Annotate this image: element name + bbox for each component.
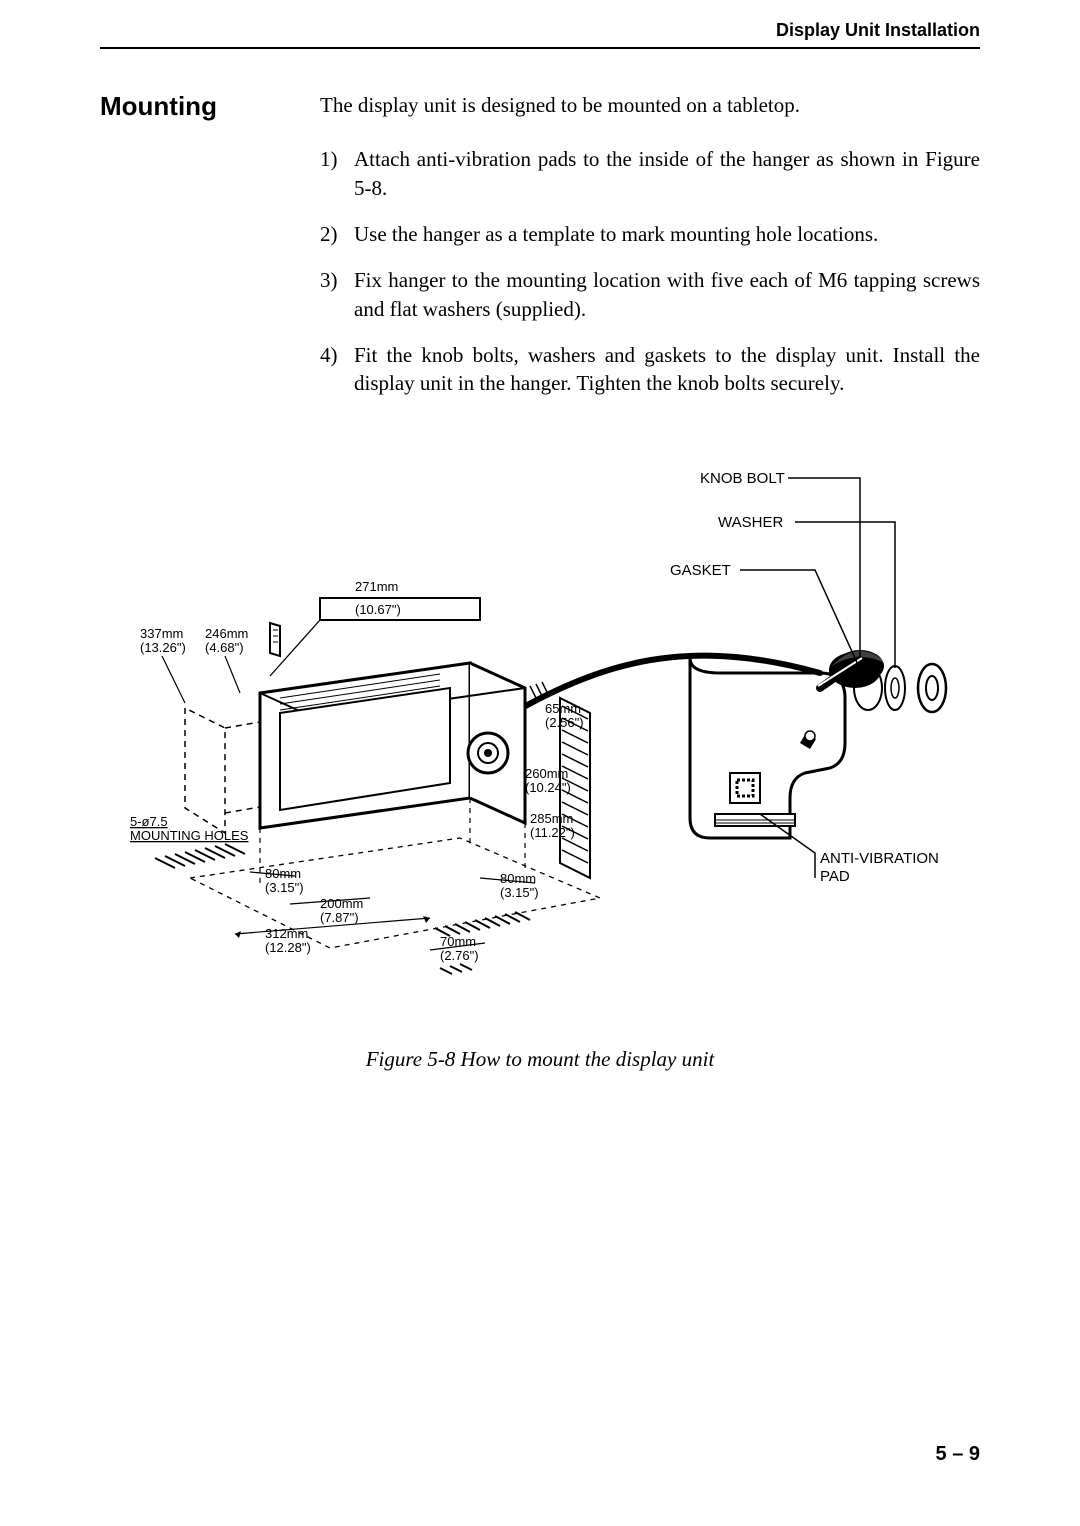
callout-anti-vibration-pad: PAD [820,868,850,885]
running-head: Display Unit Installation [100,20,980,49]
callout-knob-bolt: KNOB BOLT [700,470,785,487]
dim-mounting-holes-top: 5-ø7.5 [130,814,168,829]
dim-285mm: 285mm [530,811,573,826]
dim-337mm: 337mm [140,626,183,641]
step-list: Attach anti-vibration pads to the inside… [320,145,980,397]
dim-80bmm: 80mm [500,871,536,886]
section-title: Display Unit Installation [776,20,980,40]
dim-246in: (4.68") [205,640,244,655]
content-block: Mounting The display unit is designed to… [100,91,980,416]
dim-65in: (2.56") [545,715,584,730]
dim-337in: (13.26") [140,640,186,655]
figure-block: KNOB BOLT WASHER GASKET ANTI-VIBRATION P… [100,448,980,1072]
step-item: Fix hanger to the mounting location with… [320,266,980,323]
callout-mounting-holes: MOUNTING HOLES [130,828,249,843]
callout-gasket: GASKET [670,562,731,579]
callout-washer: WASHER [718,514,783,531]
figure-illustration: KNOB BOLT WASHER GASKET ANTI-VIBRATION P… [100,448,980,1008]
dim-80in: (3.15") [265,880,304,895]
page-number: 5 – 9 [936,1443,980,1466]
step-item: Fit the knob bolts, washers and gaskets … [320,341,980,398]
dim-285in: (11.22") [530,825,575,840]
dim-65mm: 65mm [545,701,581,716]
dim-200in: (7.87") [320,910,359,925]
dim-312in: (12.28") [265,940,311,955]
intro-paragraph: The display unit is designed to be mount… [320,91,980,119]
dim-80bin: (3.15") [500,885,539,900]
dim-260in: (10.24") [525,780,571,795]
step-item: Attach anti-vibration pads to the inside… [320,145,980,202]
dim-200mm: 200mm [320,896,363,911]
dim-271mm: 271mm [355,579,398,594]
main-column: The display unit is designed to be mount… [320,91,980,416]
figure-caption: Figure 5-8 How to mount the display unit [100,1047,980,1072]
dim-246mm: 246mm [205,626,248,641]
dim-260mm: 260mm [525,766,568,781]
dim-271in: (10.67") [355,602,401,617]
step-item: Use the hanger as a template to mark mou… [320,220,980,248]
dim-70in: (2.76") [440,948,479,963]
callout-anti-vibration: ANTI-VIBRATION [820,850,939,867]
side-heading: Mounting [100,91,320,122]
